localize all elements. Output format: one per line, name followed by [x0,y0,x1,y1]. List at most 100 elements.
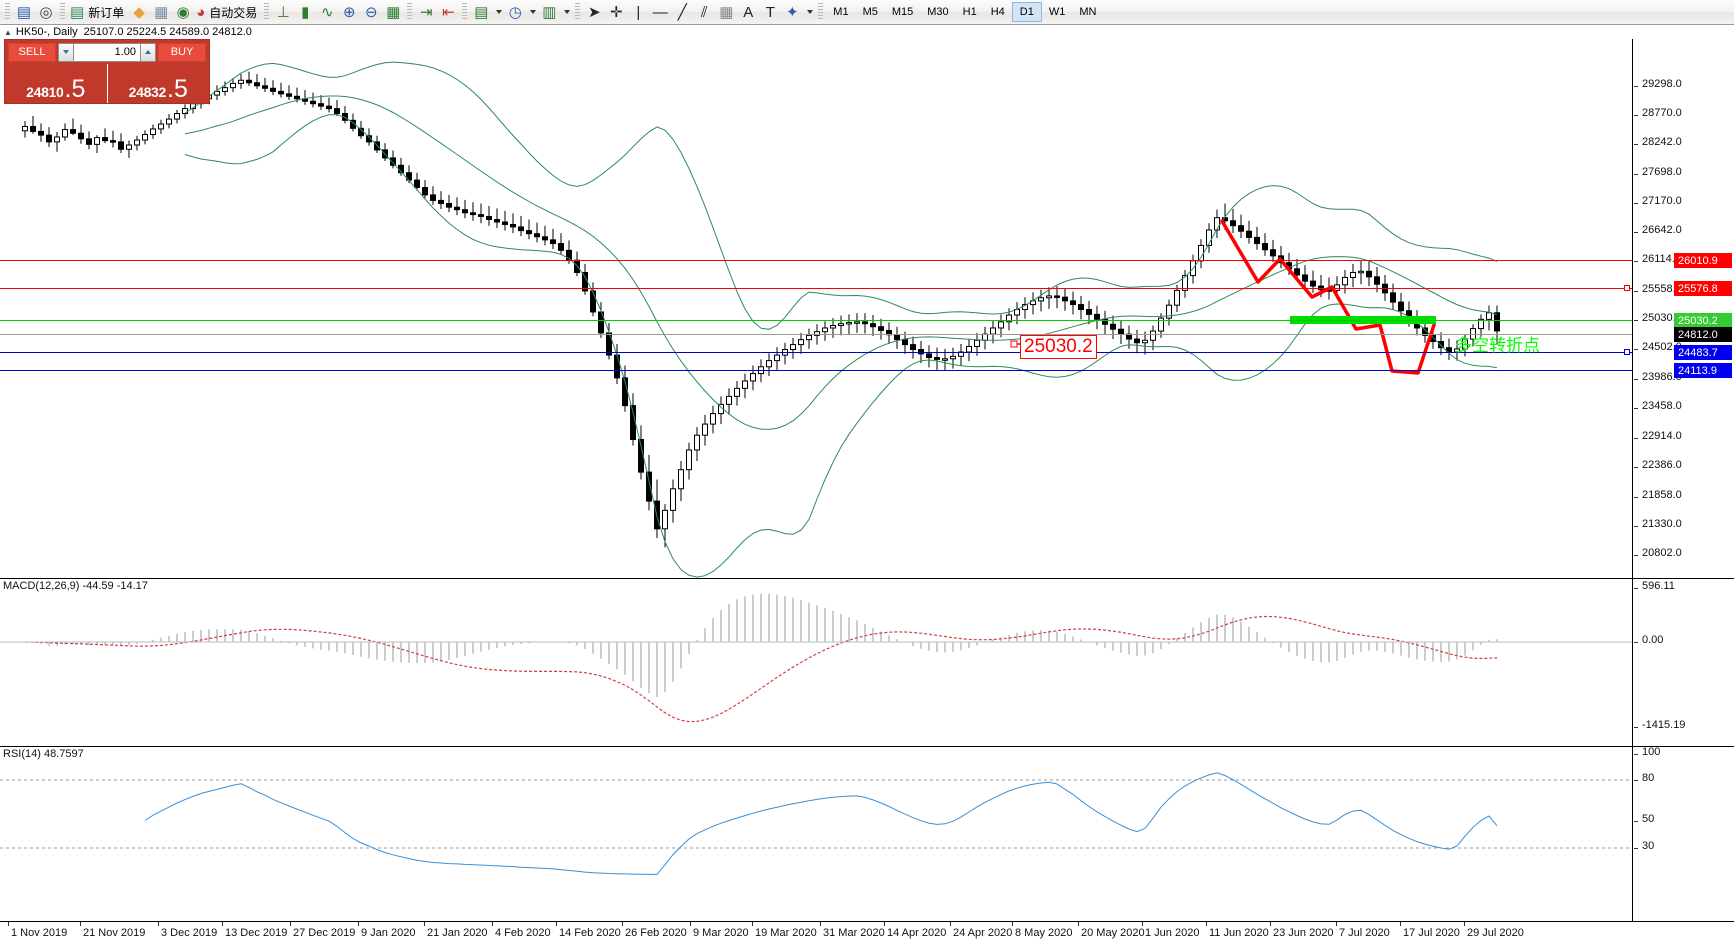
pivot-level-25030-line[interactable] [0,320,1632,321]
line-selection-handle[interactable] [1624,349,1630,355]
timeframe-m30[interactable]: M30 [927,6,949,18]
macd-plot[interactable] [0,579,1734,746]
buy-price-decimal: .5 [167,74,188,103]
chevron-down-icon[interactable] [492,1,504,23]
timeframe-m1[interactable]: M1 [833,6,849,18]
data-window-icon[interactable]: ◎ [35,1,57,23]
timeframe-m15[interactable]: M15 [891,6,914,18]
axis-tick-label: 28242.0 [1642,136,1682,148]
bar-chart-icon[interactable]: ⊥ [272,1,294,23]
chevron-down-icon[interactable] [803,1,815,23]
vertical-line-icon[interactable]: | [627,1,649,23]
sell-price-decimal: .5 [64,74,86,103]
timeframe-h4[interactable]: H4 [990,6,1005,18]
symbol-info-bar: ▲ HK50-, Daily 25107.0 25224.5 24589.0 2… [0,25,1734,39]
zoom-out-icon: ⊖ [364,4,378,21]
auto-scroll-icon: ⇥ [419,4,433,21]
toolbar-grip[interactable] [462,3,468,21]
objects-icon[interactable]: ✦ [781,1,803,23]
toolbar-grip[interactable] [264,3,270,21]
price-axis[interactable]: 29298.0 28770.0 28242.0 27698.0 27170.0 26642… [1632,39,1734,578]
toolbar-grip[interactable] [818,3,824,21]
signals-icon[interactable]: ◉ [172,1,194,23]
indicators-icon[interactable]: ▤ [470,1,492,23]
fibonacci-retracement-icon[interactable]: ▦ [715,1,737,23]
line-chart-icon[interactable]: ∿ [316,1,338,23]
pivot-level-25030-badge[interactable]: 25030.2 [1674,313,1732,328]
new-order-icon[interactable]: ▤ 新订单 [68,1,128,23]
time-axis-label: 19 Mar 2020 [755,927,817,939]
toolbar-grip[interactable] [575,3,581,21]
zoom-in-icon[interactable]: ⊕ [338,1,360,23]
volume-decrease-button[interactable] [58,42,74,62]
chevron-down-icon[interactable] [526,1,538,23]
price-annotation-box[interactable]: 25030.2 [1020,335,1097,359]
macd-pane[interactable]: MACD(12,26,9) -44.59 -14.17 596.11 0.00 -1… [0,578,1734,746]
axis-tick-label: 26642.0 [1642,224,1682,236]
horizontal-line-icon[interactable]: — [649,1,671,23]
crosshair-icon[interactable]: ✛ [605,1,627,23]
chinese-annotation-label[interactable]: 多空转折点 [1455,336,1540,356]
rsi-axis[interactable]: 100 80 50 30 [1632,746,1734,921]
auto-trading-icon[interactable]: ◕ 自动交易 [194,1,261,23]
chart-shift-icon[interactable]: ⇤ [437,1,459,23]
templates-icon[interactable]: ▥ [538,1,560,23]
resistance-level-26010-badge[interactable]: 26010.9 [1674,253,1732,268]
current-price-24812-line[interactable] [0,334,1632,335]
time-axis-tick [1078,922,1079,926]
chart-area[interactable]: 25030.2 多空转折点 29298.0 28770.0 28242.0 27698… [0,39,1734,943]
time-axis[interactable]: 1 Nov 2019 21 Nov 2019 3 Dec 2019 13 Dec 20… [0,921,1734,943]
toolbar-grip[interactable] [5,3,10,21]
one-click-trading-panel[interactable]: SELL 1.00 BUY 24810 .5 24832 .5 [4,39,210,104]
trendline-icon[interactable]: ╱ [671,1,693,23]
timeframe-mn[interactable]: MN [1079,6,1097,18]
resistance-level-25576-line[interactable] [0,288,1632,289]
zoom-out-icon[interactable]: ⊖ [360,1,382,23]
support-level-24113-line[interactable] [0,370,1632,371]
volume-increase-button[interactable] [140,42,156,62]
time-axis-label: 7 Jul 2020 [1339,927,1390,939]
terminal-icon[interactable]: ▤ [13,1,35,23]
price-plot[interactable] [0,39,1734,578]
volume-input[interactable]: 1.00 [74,42,140,62]
price-pane[interactable]: 25030.2 多空转折点 29298.0 28770.0 28242.0 27698… [0,39,1734,578]
buy-button[interactable]: BUY [158,42,206,62]
rsi-pane[interactable]: RSI(14) 48.7597 100 80 50 30 [0,746,1734,921]
period-clock-icon[interactable]: ◷ [504,1,526,23]
timeframe-m5[interactable]: M5 [862,6,878,18]
grid-icon[interactable]: ▦ [382,1,404,23]
timeframe-h1[interactable]: H1 [962,6,977,18]
time-axis-label: 8 May 2020 [1015,927,1073,939]
support-level-24113-badge[interactable]: 24113.9 [1674,363,1732,378]
timeframe-w1[interactable]: W1 [1048,6,1066,18]
time-axis-label: 17 Jul 2020 [1403,927,1460,939]
line-selection-handle[interactable] [1624,285,1630,291]
auto-scroll-icon[interactable]: ⇥ [415,1,437,23]
buy-price[interactable]: 24832 .5 [106,64,210,103]
support-level-24483-line[interactable] [0,352,1632,353]
rsi-plot[interactable] [0,747,1734,921]
equidistant-channel-icon[interactable]: ⫽ [693,1,715,23]
timeframe-d1[interactable]: D1 [1011,2,1042,22]
resistance-level-26010-line[interactable] [0,260,1632,261]
volume-stepper[interactable]: 1.00 [58,42,156,62]
resistance-level-25576-badge[interactable]: 25576.8 [1674,281,1732,296]
chart-collapse-icon[interactable]: ▲ [4,27,12,37]
expert-advisors-icon[interactable]: ▦ [150,1,172,23]
toolbar-grip[interactable] [60,3,65,21]
chevron-down-icon[interactable] [560,1,572,23]
chart-shift-icon: ⇤ [441,4,455,21]
candlestick-chart-icon[interactable]: ▮ [294,1,316,23]
support-level-24483-badge[interactable]: 24483.7 [1674,345,1732,360]
text-icon[interactable]: A [737,1,759,23]
macd-axis[interactable]: 596.11 0.00 -1415.19 [1632,579,1734,746]
current-price-24812-badge[interactable]: 24812.0 [1674,327,1732,342]
cursor-icon[interactable]: ➤ [583,1,605,23]
toolbar-grip[interactable] [407,3,413,21]
sell-price[interactable]: 24810 .5 [5,64,107,103]
text-label-icon[interactable]: T [759,1,781,23]
price-chart-svg [22,61,1500,578]
time-axis-tick [290,922,291,926]
metaeditor-icon[interactable]: ◆ [128,1,150,23]
sell-button[interactable]: SELL [8,42,56,62]
